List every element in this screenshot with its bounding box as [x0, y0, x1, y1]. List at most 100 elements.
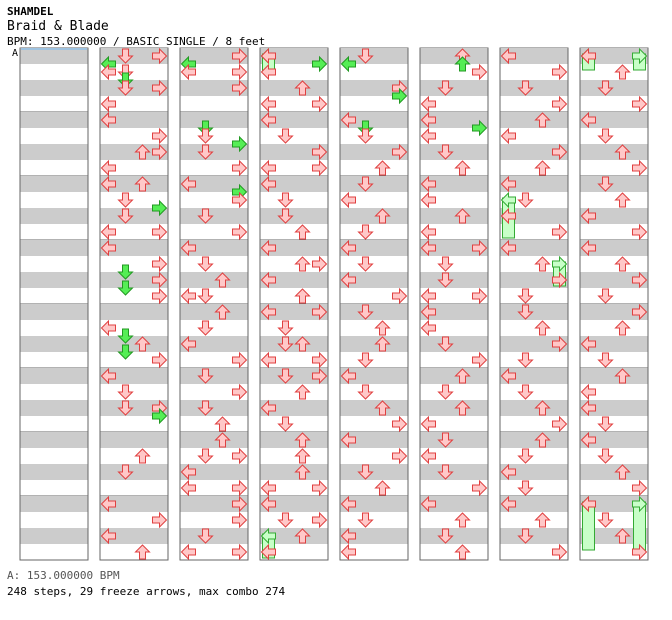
beat-stripe [580, 144, 648, 160]
beat-stripe [420, 48, 488, 64]
right-arrow-icon [232, 159, 248, 177]
right-arrow-icon [472, 63, 488, 81]
down-arrow-icon [597, 448, 614, 464]
up-arrow-icon [534, 400, 551, 416]
up-arrow-icon [534, 256, 551, 272]
right-arrow-icon [472, 351, 488, 369]
right-arrow-icon [472, 239, 488, 257]
down-arrow-icon [357, 128, 374, 144]
beat-stripe [180, 176, 248, 192]
left-arrow-icon [340, 191, 356, 209]
beat-stripe [260, 144, 328, 160]
beat-stripe [580, 336, 648, 352]
left-arrow-icon [180, 287, 196, 305]
beat-stripe [420, 240, 488, 256]
beat-stripe [20, 432, 88, 448]
beat-stripe [580, 208, 648, 224]
right-arrow-icon [232, 447, 248, 465]
up-arrow-icon [214, 432, 231, 448]
right-arrow-icon [232, 223, 248, 241]
left-arrow-icon [100, 111, 116, 129]
right-arrow-icon [552, 543, 568, 561]
up-arrow-icon [614, 144, 631, 160]
beat-stripe [340, 336, 408, 352]
left-arrow-icon [500, 127, 516, 145]
up-arrow-icon [294, 448, 311, 464]
up-arrow-icon [294, 256, 311, 272]
beat-stripe [580, 48, 648, 64]
left-arrow-icon [500, 47, 516, 65]
right-arrow-icon [232, 511, 248, 529]
beat-stripe [420, 528, 488, 544]
left-arrow-icon [500, 191, 516, 209]
up-arrow-icon [374, 480, 391, 496]
left-arrow-icon [260, 479, 276, 497]
beat-stripe [20, 208, 88, 224]
beat-stripe [420, 176, 488, 192]
down-arrow-icon [437, 464, 454, 480]
right-arrow-icon [152, 143, 168, 161]
beat-stripe [20, 80, 88, 96]
right-arrow-icon [232, 479, 248, 497]
left-arrow-icon [500, 495, 516, 513]
left-arrow-icon [420, 111, 436, 129]
beat-stripe [260, 240, 328, 256]
left-arrow-icon [500, 367, 516, 385]
down-arrow-icon [597, 80, 614, 96]
beat-stripe [20, 112, 88, 128]
up-arrow-icon [454, 400, 471, 416]
up-arrow-icon [374, 320, 391, 336]
down-arrow-icon [117, 400, 134, 416]
left-arrow-icon [340, 111, 356, 129]
beat-stripe [100, 496, 168, 512]
down-arrow-icon [197, 144, 214, 160]
left-arrow-icon [100, 495, 116, 513]
beat-stripe [340, 304, 408, 320]
beat-stripe [180, 432, 248, 448]
right-arrow-icon [392, 415, 408, 433]
right-arrow-icon [232, 351, 248, 369]
beat-stripe [580, 272, 648, 288]
beat-stripe [580, 112, 648, 128]
left-arrow-icon [580, 383, 596, 401]
beat-stripe [500, 240, 568, 256]
beat-stripe [340, 272, 408, 288]
up-arrow-icon [614, 368, 631, 384]
beat-stripe [580, 304, 648, 320]
game-title: SHAMDEL [7, 5, 54, 18]
down-arrow-icon [517, 304, 534, 320]
up-arrow-icon [294, 432, 311, 448]
up-arrow-icon [294, 464, 311, 480]
up-arrow-icon [294, 528, 311, 544]
beat-stripe [100, 208, 168, 224]
down-arrow-icon [117, 192, 134, 208]
left-arrow-icon [260, 495, 276, 513]
down-arrow-icon [277, 128, 294, 144]
beat-stripe [260, 176, 328, 192]
down-arrow-icon [197, 208, 214, 224]
left-arrow-icon [420, 95, 436, 113]
left-arrow-icon [580, 111, 596, 129]
beat-stripe [260, 304, 328, 320]
up-arrow-icon [294, 336, 311, 352]
left-arrow-icon [420, 319, 436, 337]
down-arrow-icon [117, 80, 134, 96]
right-arrow-icon [552, 143, 568, 161]
up-arrow-icon [614, 64, 631, 80]
down-arrow-icon [197, 368, 214, 384]
left-arrow-icon [580, 431, 596, 449]
right-arrow-icon [552, 335, 568, 353]
beat-stripe [260, 528, 328, 544]
up-arrow-icon [214, 416, 231, 432]
right-arrow-icon [232, 495, 248, 513]
right-arrow-icon [632, 47, 648, 65]
left-arrow-icon [420, 175, 436, 193]
left-arrow-icon [580, 335, 596, 353]
down-arrow-icon [117, 48, 134, 64]
beat-stripe [500, 208, 568, 224]
left-arrow-icon [420, 415, 436, 433]
down-arrow-icon [197, 448, 214, 464]
up-arrow-icon [454, 368, 471, 384]
beat-stripe [260, 272, 328, 288]
beat-stripe [340, 432, 408, 448]
